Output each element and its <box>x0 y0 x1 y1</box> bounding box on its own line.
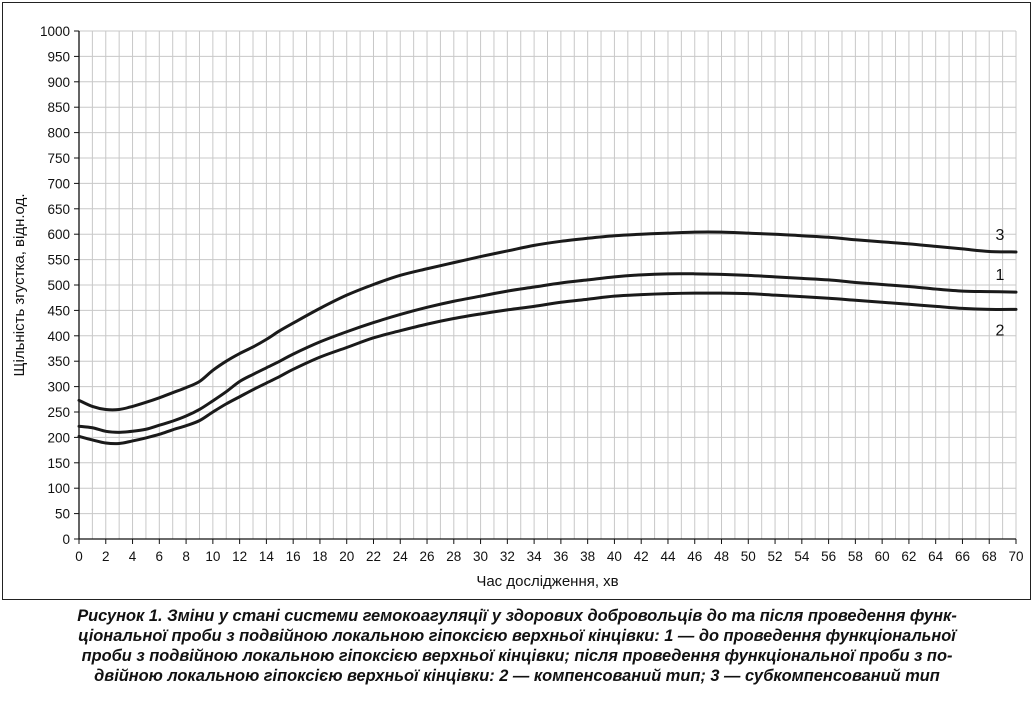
y-tick-label: 400 <box>47 329 70 344</box>
x-tick-label: 48 <box>714 549 729 564</box>
caption-line-1: Рисунок 1. Зміни у стані системи гемокоа… <box>77 607 957 625</box>
x-tick-label: 38 <box>580 549 595 564</box>
y-tick-label: 450 <box>47 303 70 318</box>
x-tick-label: 42 <box>634 549 649 564</box>
x-tick-label: 56 <box>821 549 836 564</box>
y-tick-label: 200 <box>47 430 70 445</box>
caption-line-4: двійною локальною гіпоксією верхньої кін… <box>94 667 940 685</box>
x-tick-label: 12 <box>232 549 247 564</box>
x-tick-label: 30 <box>473 549 488 564</box>
y-tick-label: 550 <box>47 253 70 268</box>
x-tick-label: 70 <box>1008 549 1023 564</box>
caption-line-3: проби з подвійною локальною гіпоксією ве… <box>81 647 953 665</box>
x-tick-label: 62 <box>901 549 916 564</box>
line-chart: 0501001502002503003504004505005506006507… <box>11 24 1024 590</box>
y-tick-label: 250 <box>47 405 70 420</box>
x-tick-label: 52 <box>768 549 783 564</box>
y-tick-label: 950 <box>47 49 70 64</box>
y-tick-label: 500 <box>47 278 70 293</box>
x-tick-label: 58 <box>848 549 863 564</box>
series-line-1 <box>77 272 1018 434</box>
x-tick-label: 22 <box>366 549 381 564</box>
x-tick-label: 20 <box>339 549 354 564</box>
x-tick-label: 32 <box>500 549 515 564</box>
x-tick-label: 34 <box>527 549 543 564</box>
y-axis-title: Щільність згустка, відн.од. <box>11 194 28 377</box>
x-tick-label: 2 <box>102 549 110 564</box>
y-tick-label: 0 <box>62 532 70 547</box>
x-tick-label: 40 <box>607 549 622 564</box>
figure-frame <box>2 2 1031 600</box>
y-tick-label: 300 <box>47 380 70 395</box>
x-tick-label: 64 <box>928 549 944 564</box>
x-tick-label: 0 <box>75 549 83 564</box>
y-tick-label: 100 <box>47 481 70 496</box>
series-line-3 <box>77 230 1018 412</box>
x-tick-label: 46 <box>687 549 702 564</box>
y-tick-label: 150 <box>47 456 70 471</box>
caption-line-2: ціональної проби з подвійною локальною г… <box>78 627 956 645</box>
x-tick-label: 8 <box>182 549 190 564</box>
x-tick-label: 66 <box>955 549 970 564</box>
series-label-2: 2 <box>996 322 1005 339</box>
x-axis-title: Час дослідження, хв <box>476 573 618 590</box>
x-tick-label: 4 <box>129 549 137 564</box>
y-tick-label: 800 <box>47 126 70 141</box>
x-tick-label: 26 <box>420 549 435 564</box>
y-tick-label: 650 <box>47 202 70 217</box>
x-tick-label: 44 <box>660 549 676 564</box>
x-tick-label: 6 <box>156 549 164 564</box>
x-tick-label: 14 <box>259 549 275 564</box>
x-tick-label: 24 <box>393 549 409 564</box>
y-tick-label: 600 <box>47 227 70 242</box>
y-tick-label: 850 <box>47 100 70 115</box>
x-tick-label: 10 <box>205 549 220 564</box>
x-tick-label: 16 <box>286 549 301 564</box>
y-tick-label: 750 <box>47 151 70 166</box>
series-line-2 <box>77 291 1018 446</box>
y-tick-label: 1000 <box>40 24 70 39</box>
series-label-3: 3 <box>996 227 1005 244</box>
figure-caption: Рисунок 1. Зміни у стані системи гемокоа… <box>4 606 1030 686</box>
x-tick-label: 28 <box>446 549 461 564</box>
y-tick-label: 700 <box>47 176 70 191</box>
x-tick-label: 60 <box>875 549 890 564</box>
series-label-1: 1 <box>996 267 1005 284</box>
y-tick-label: 350 <box>47 354 70 369</box>
x-tick-label: 50 <box>741 549 756 564</box>
y-tick-label: 50 <box>55 507 70 522</box>
x-tick-label: 36 <box>553 549 568 564</box>
x-tick-label: 18 <box>312 549 327 564</box>
y-tick-label: 900 <box>47 75 70 90</box>
x-tick-label: 54 <box>794 549 810 564</box>
x-tick-label: 68 <box>982 549 997 564</box>
